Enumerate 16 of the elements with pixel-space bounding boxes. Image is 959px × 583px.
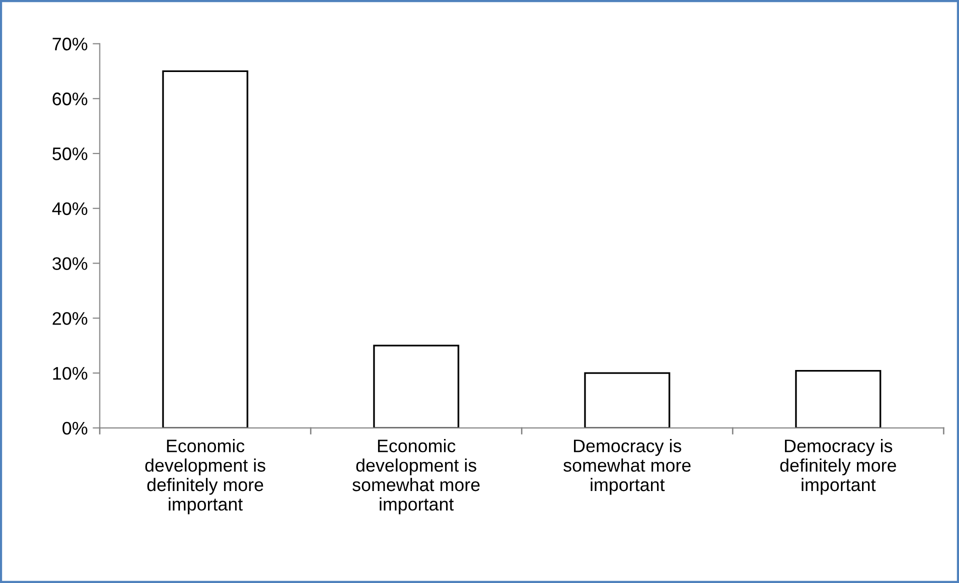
x-tick-label: Economic development is somewhat more important bbox=[352, 439, 480, 514]
x-tick-label: Economic development is definitely more important bbox=[145, 439, 266, 514]
x-tick-label: Democracy is somewhat more important bbox=[563, 439, 691, 495]
y-tick-label: 70% bbox=[52, 38, 88, 50]
y-tick-label: 50% bbox=[52, 147, 88, 160]
y-tick-label: 30% bbox=[52, 257, 88, 270]
bar bbox=[795, 370, 882, 428]
y-tick-label: 20% bbox=[52, 312, 88, 325]
bar bbox=[373, 344, 460, 428]
y-tick-label: 60% bbox=[52, 92, 88, 106]
y-tick-label: 40% bbox=[52, 202, 88, 216]
y-tick-label: 10% bbox=[53, 366, 88, 380]
bar bbox=[584, 372, 670, 428]
y-tick-label: 0% bbox=[62, 422, 88, 435]
bar bbox=[162, 70, 248, 428]
x-tick-label: Democracy is definitely more important bbox=[780, 439, 896, 495]
